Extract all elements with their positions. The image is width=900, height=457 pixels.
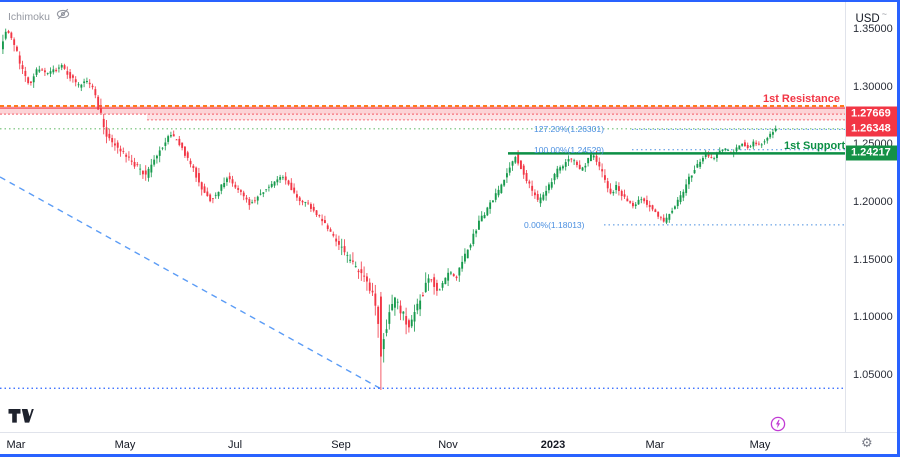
fib-level-label: 0.00%(1.18013) <box>524 219 585 230</box>
gear-icon[interactable]: ⚙ <box>861 435 873 450</box>
price-tick: 1.20000 <box>853 196 893 208</box>
time-tick: Sep <box>331 439 351 451</box>
time-tick: Mar <box>645 439 665 451</box>
price-tick: 1.10000 <box>853 311 893 324</box>
time-tick: May <box>749 439 771 451</box>
price-badge: 1.24217 <box>846 145 897 161</box>
time-tick: Jul <box>227 439 243 451</box>
time-tick: 2023 <box>540 439 566 451</box>
indicator-label: Ichimoku <box>8 10 51 23</box>
time-axis[interactable]: Mar May Jul Sep Nov 2023 Mar May <box>0 432 897 454</box>
price-badge: 1.26348 <box>846 121 897 137</box>
chart-plot-area[interactable] <box>0 2 845 432</box>
time-tick: Mar <box>6 439 26 451</box>
quote-currency-label[interactable]: USD ~ <box>855 9 887 25</box>
support-label: 1st Support <box>784 140 846 152</box>
lightning-icon[interactable] <box>770 416 786 437</box>
price-tick: 1.30000 <box>853 80 893 93</box>
fib-level-label: 100.00%(1.24529) <box>534 144 604 155</box>
time-tick: Nov <box>438 439 458 451</box>
price-tick: 1.35000 <box>853 23 893 35</box>
candlestick-chart <box>0 28 845 391</box>
time-tick: May <box>114 439 136 451</box>
fib-level-label: 127.20%(1.26301) <box>534 124 604 135</box>
price-tick: 1.15000 <box>853 253 893 266</box>
price-tick: 1.05000 <box>853 369 893 381</box>
price-axis[interactable]: 1.35000 1.30000 1.25000 1.20000 1.15000 1.100… <box>845 2 897 432</box>
eye-slash-icon[interactable] <box>56 7 70 26</box>
price-badge: 1.27669 <box>846 106 897 122</box>
indicator-legend: Ichimoku <box>8 7 70 26</box>
resistance-label: 1st Resistance <box>762 93 840 105</box>
scale-caret-icon: ~ <box>881 9 887 19</box>
tradingview-logo[interactable] <box>8 408 34 429</box>
